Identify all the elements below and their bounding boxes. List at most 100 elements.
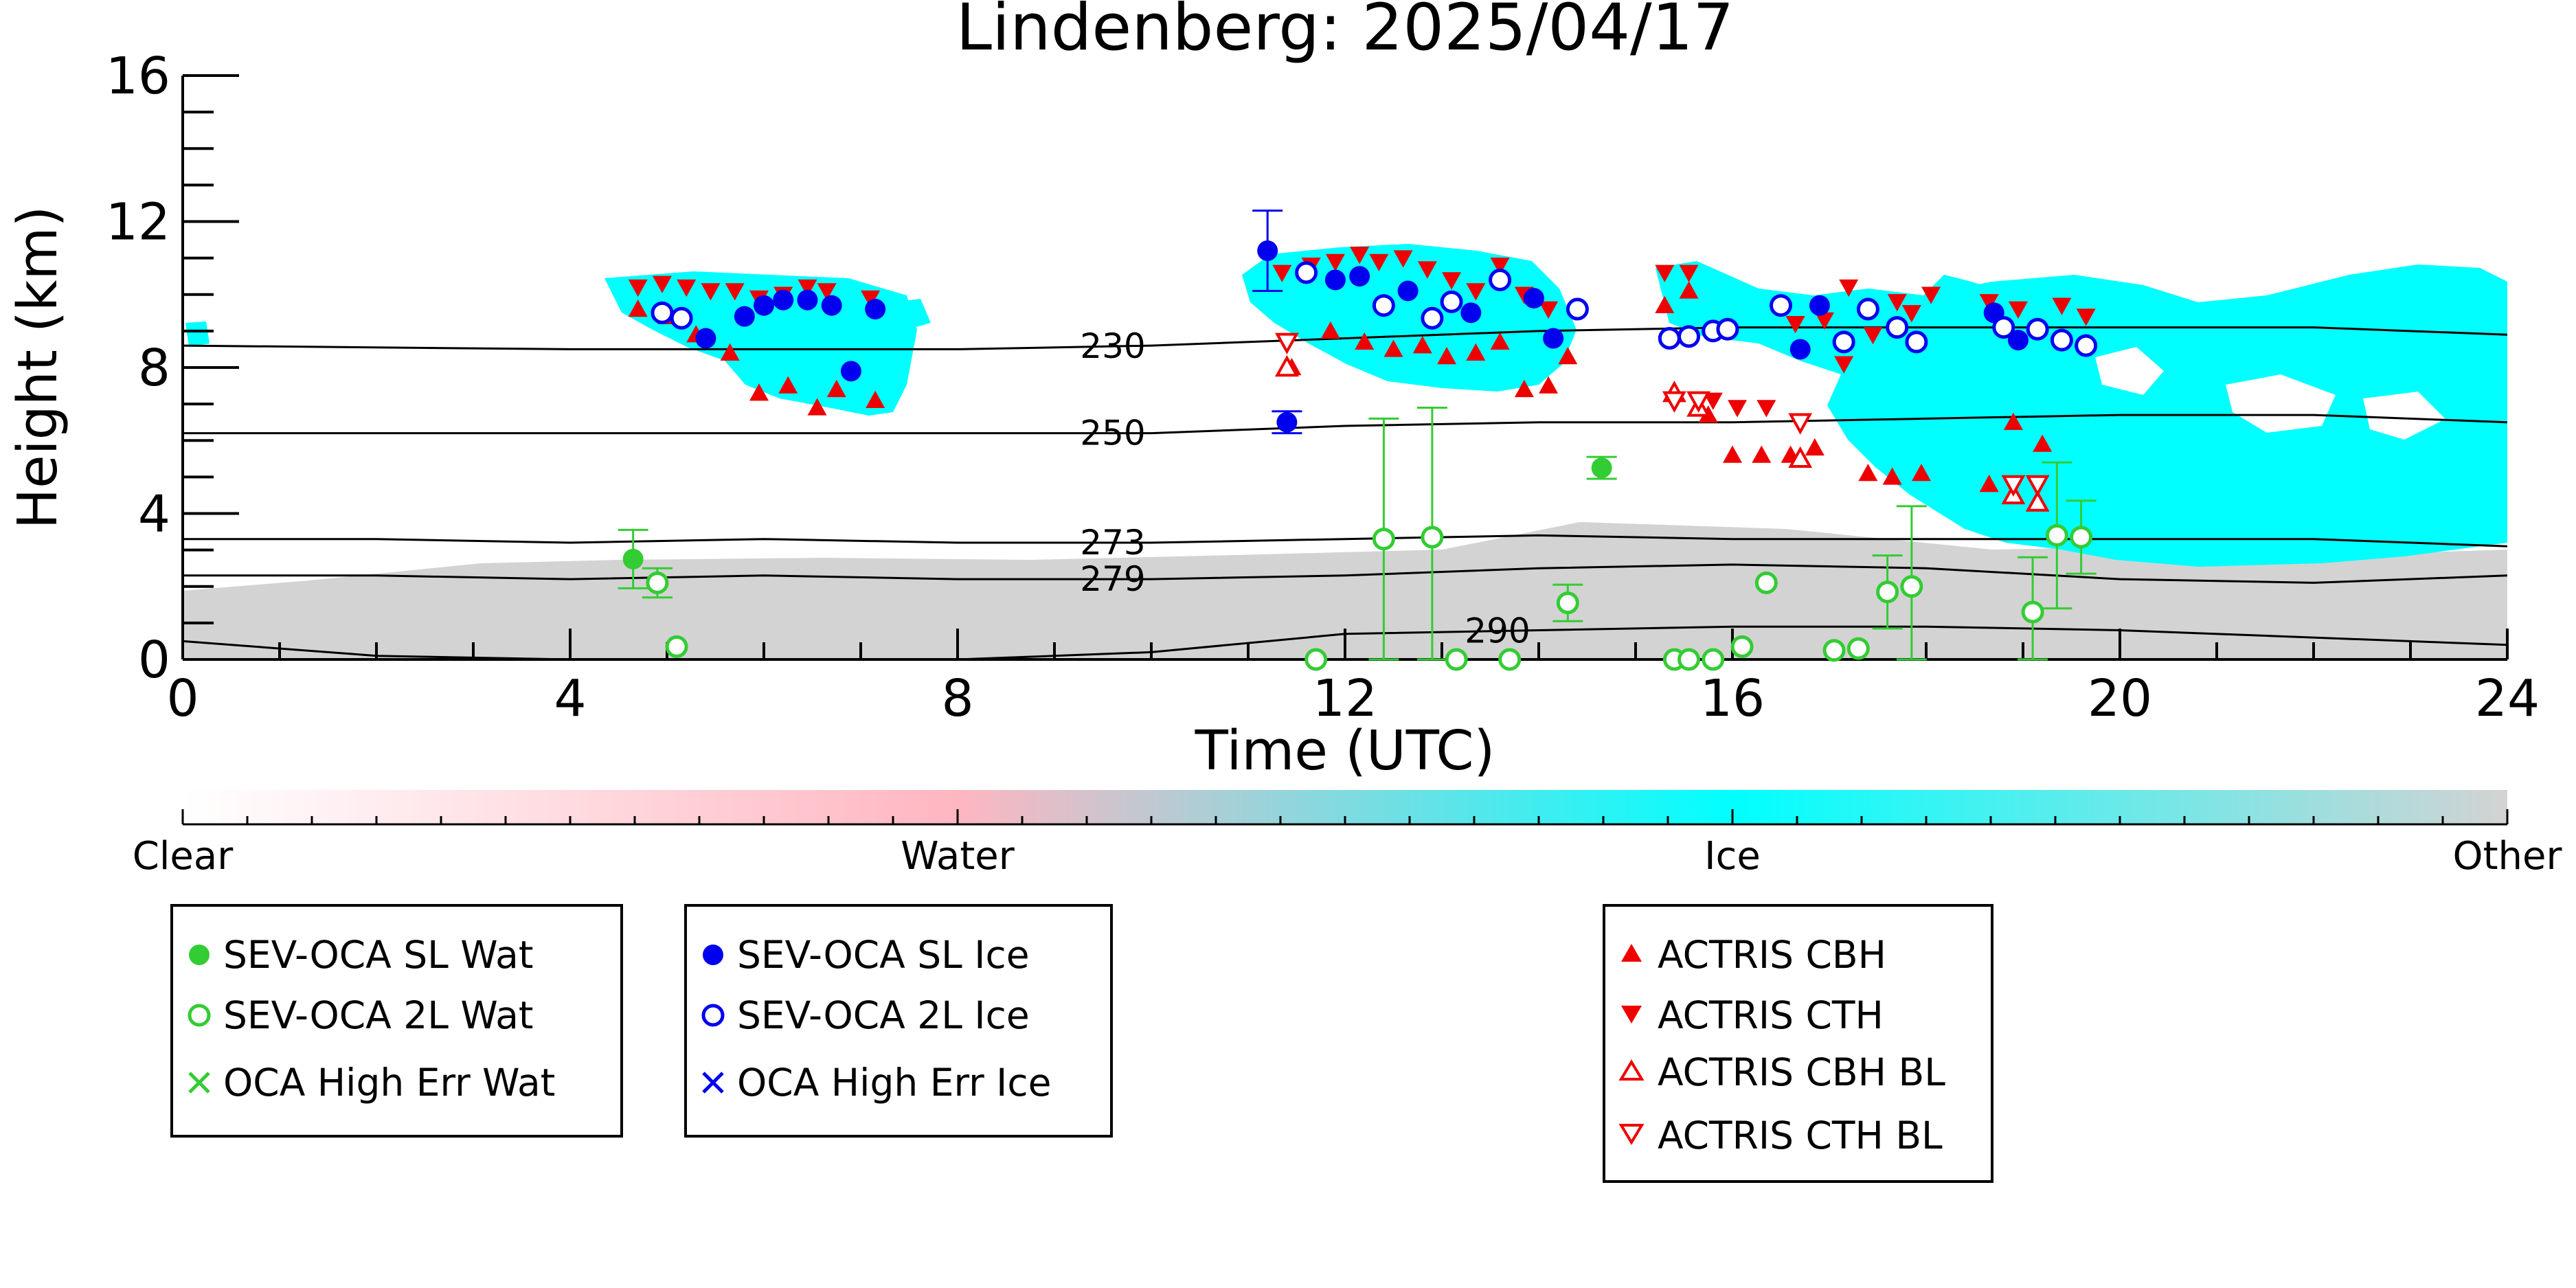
legend-marker-sev-oca-2l-wat [188, 1004, 211, 1027]
chart-title: Lindenberg: 2025/04/17 [956, 0, 1735, 65]
actris-cbh-point [778, 376, 798, 394]
actris-cth-point [1863, 326, 1883, 345]
sev-oca-sl-ice-point [754, 295, 774, 316]
sev-oca-2l-wat-point [1702, 648, 1725, 671]
actris-cbh-bl-point [1275, 354, 1299, 377]
actris-cbh-point [749, 383, 769, 401]
legend-label-oca-high-err-wat: OCA High Err Wat [223, 1061, 555, 1105]
colorbar-label-water: Water [901, 834, 1015, 879]
actris-cbh-point [826, 379, 846, 398]
actris-cbh-bl-point [2025, 490, 2050, 512]
actris-cbh-point [1355, 332, 1375, 350]
sev-oca-sl-ice-point [1809, 295, 1830, 316]
sev-oca-2l-ice-point [1566, 297, 1589, 321]
sev-oca-sl-ice-point [1543, 328, 1564, 349]
white-gap-1 [2095, 347, 2164, 395]
sev-oca-2l-ice-point [1905, 330, 1928, 354]
classification-field [183, 244, 2507, 659]
sev-oca-2l-wat-point [1421, 526, 1444, 549]
sev-oca-2l-wat-point [2021, 600, 2044, 624]
sev-oca-2l-wat-point [665, 635, 688, 658]
x-tick-label: 8 [941, 669, 973, 728]
ice-speck-1 [185, 321, 210, 347]
data-markers [618, 210, 2098, 671]
actris-cbh-point [1539, 376, 1559, 394]
legend-label-actris-cbh: ACTRIS CBH [1658, 933, 1886, 977]
sev-oca-sl-ice-point [1276, 411, 1298, 433]
y-ticks: 0 4 8 12 16 [106, 47, 239, 690]
legend-marker-sev-oca-2l-ice [701, 1004, 725, 1027]
actris-cth-point [1901, 305, 1921, 323]
sev-oca-2l-wat-point [1900, 575, 1923, 598]
actris-cbh-point [2003, 412, 2023, 430]
actris-cth-point [1679, 264, 1699, 282]
sev-oca-2l-ice-point [670, 306, 693, 330]
sev-oca-2l-ice-point [1770, 294, 1792, 317]
actris-cth-point [1839, 279, 1859, 297]
actris-cth-point [1728, 400, 1748, 418]
actris-cbh-point [1979, 475, 1999, 493]
actris-cbh-point [1805, 438, 1824, 456]
white-gap-3 [2363, 392, 2445, 440]
sev-oca-2l-ice-point [1677, 325, 1701, 348]
sev-oca-sl-ice-point [821, 295, 842, 316]
actris-cbh-point [720, 343, 740, 361]
actris-cth-point [1887, 294, 1907, 312]
y-tick-label: 12 [106, 193, 170, 252]
actris-cth-point [1350, 247, 1370, 264]
legend-label-sev-oca-2l-ice: SEV-OCA 2L Ice [737, 993, 1030, 1037]
actris-cbh-bl-point [1788, 446, 1813, 468]
actris-cth-point [2008, 301, 2028, 319]
actris-cth-point [725, 283, 745, 301]
actris-cbh-point [1679, 281, 1699, 299]
actris-cbh-point [1412, 336, 1432, 354]
sev-oca-2l-wat-point [646, 571, 669, 594]
sev-oca-sl-wat-point [1591, 457, 1612, 479]
actris-cth-point [1466, 283, 1486, 301]
sev-oca-2l-ice-point [2075, 334, 2098, 357]
legend-water: SEV-OCA SL Wat SEV-OCA 2L Wat OCA High E… [170, 904, 623, 1138]
legend-label-sev-oca-sl-wat: SEV-OCA SL Wat [223, 933, 533, 977]
sev-oca-2l-ice-point [1886, 316, 1909, 339]
legend-marker-sev-oca-sl-ice [703, 945, 723, 965]
series-actris-cth-bl [1275, 332, 2050, 497]
actris-cbh-point [1882, 467, 1902, 485]
actris-cth-point [1979, 294, 1999, 312]
legend-marker-actris-cth [1621, 1006, 1642, 1024]
legend-actris-box [1603, 904, 1993, 1183]
actris-cth-point [652, 275, 672, 293]
colorbar-ticks [181, 809, 2509, 824]
actris-cth-point [1490, 258, 1510, 275]
x-tick-label: 16 [1700, 669, 1765, 728]
legend-marker-oca-high-err-wat [188, 1072, 210, 1094]
actris-cth-point [1369, 253, 1389, 271]
sev-oca-2l-wat-point [1498, 648, 1522, 671]
sev-oca-sl-ice-point [773, 289, 794, 310]
sev-oca-2l-ice-point [1440, 290, 1463, 313]
actris-cbh-point [1514, 379, 1534, 398]
actris-cth-point [1325, 253, 1345, 271]
x-tick-label: 0 [166, 669, 199, 728]
sev-oca-2l-ice-point [2026, 317, 2049, 341]
x-tick-label: 4 [554, 669, 586, 728]
actris-cbh-point [807, 398, 827, 416]
y-tick-label: 4 [138, 485, 170, 544]
isotherm-label-279: 279 [1080, 559, 1145, 599]
colorbar-label-clear: Clear [133, 834, 234, 879]
actris-cth-bl-point [1686, 391, 1711, 413]
actris-cth-point [1539, 301, 1559, 319]
series-sev-oca-2l-wat [642, 406, 2097, 671]
actris-cbh-point [1490, 332, 1510, 350]
sev-oca-sl-ice-point [734, 306, 755, 327]
actris-cth-point [1655, 264, 1675, 282]
legend-label-oca-high-err-ice: OCA High Err Ice [737, 1061, 1051, 1105]
legend-label-actris-cbh-bl: ACTRIS CBH BL [1658, 1050, 1945, 1094]
isotherm-label-250: 250 [1080, 414, 1145, 453]
isotherm-label-230: 230 [1080, 326, 1145, 366]
legend-ice-box [684, 904, 1113, 1138]
sev-oca-2l-wat-point [1846, 637, 1870, 660]
actris-cth-bl-point [1662, 391, 1686, 413]
x-ticks: 0 4 8 12 16 20 24 [166, 629, 2540, 728]
series-sev-oca-sl-wat [618, 455, 1617, 589]
